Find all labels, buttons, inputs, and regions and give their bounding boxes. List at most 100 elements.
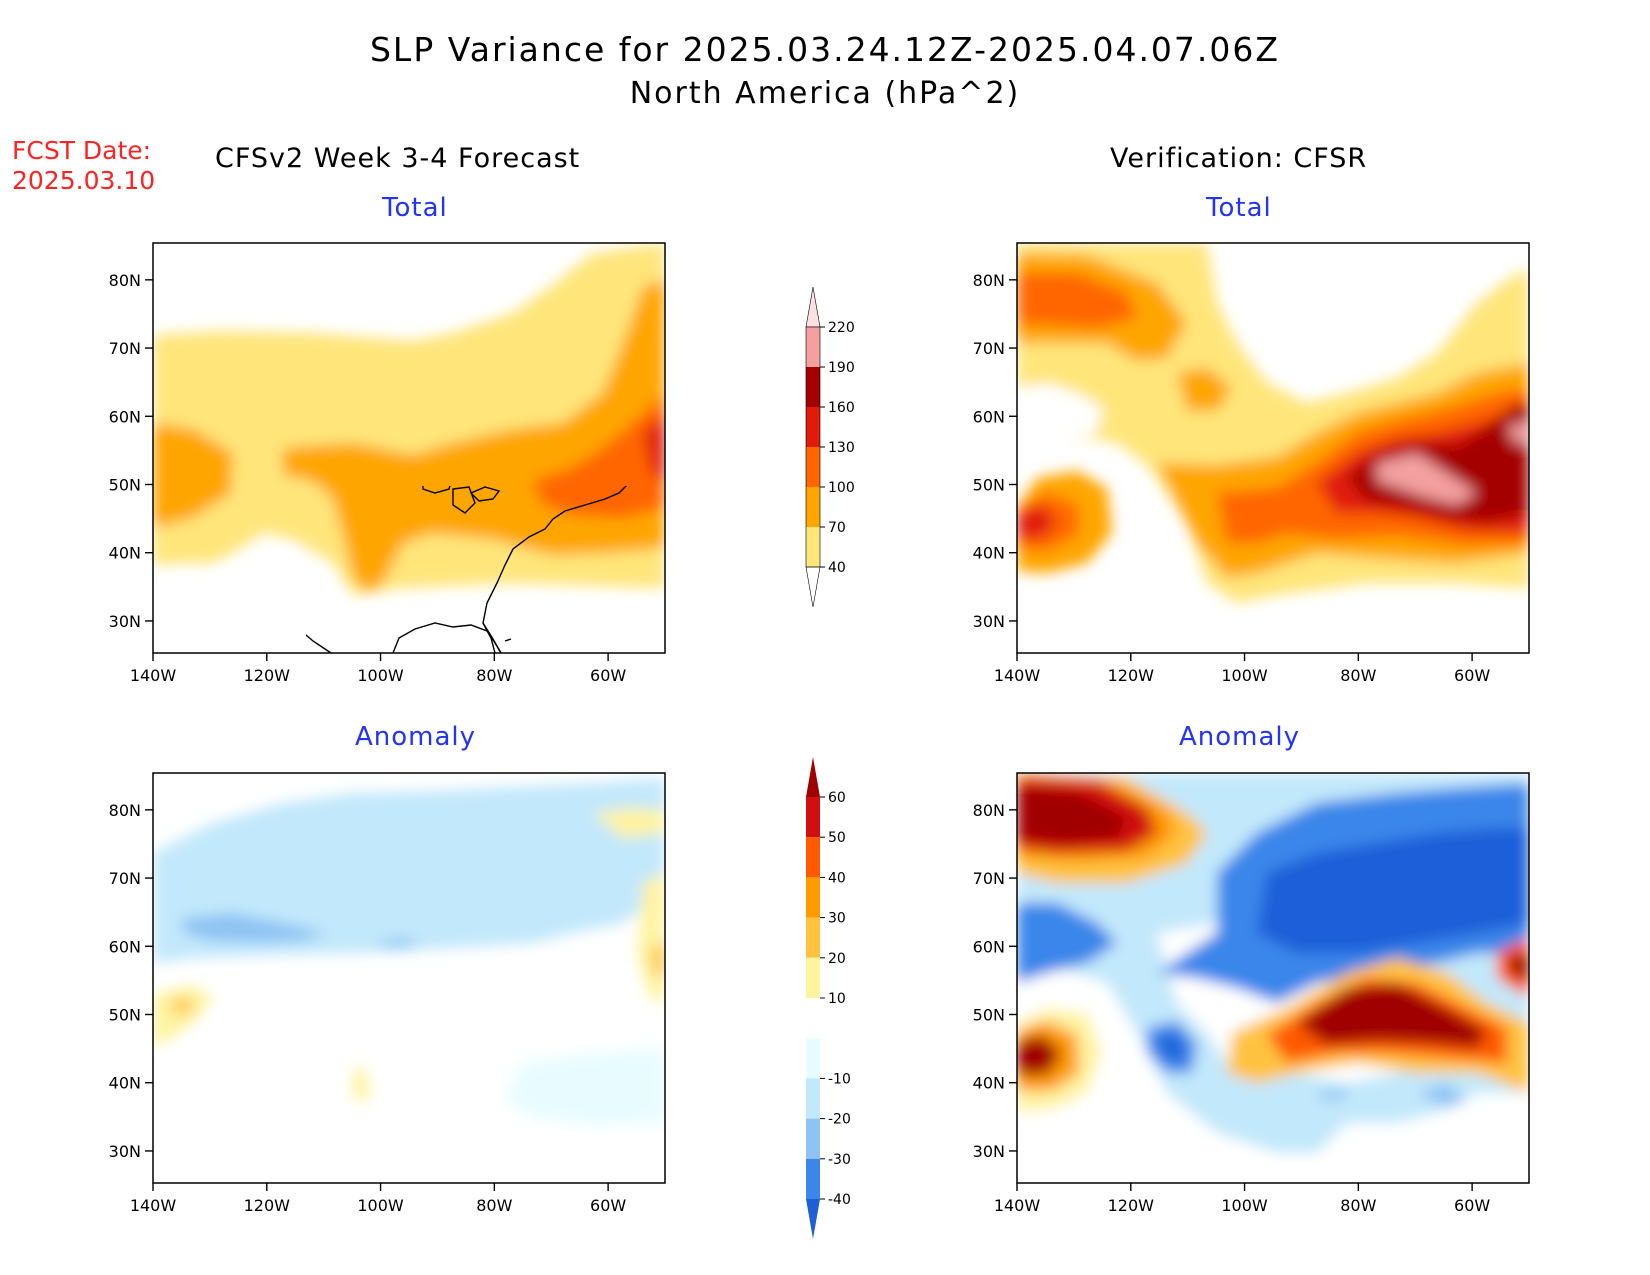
forecast-total-label: Total: [382, 193, 448, 223]
lat-tick-label: 40N: [973, 544, 1005, 563]
colorbar-anomaly-swatch: [806, 1038, 820, 1079]
colorbar-total-label: 100: [828, 480, 855, 496]
lon-tick-label: 120W: [1108, 1196, 1155, 1215]
lon-tick-label: 60W: [590, 1196, 626, 1215]
colorbar-anomaly-label: 30: [828, 911, 846, 927]
lat-tick-label: 40N: [973, 1074, 1005, 1093]
colorbar-anomaly-label: -40: [828, 1192, 851, 1208]
lat-tick-label: 50N: [973, 1005, 1005, 1024]
lon-tick-label: 80W: [476, 1196, 512, 1215]
lat-tick-label: 70N: [973, 339, 1005, 358]
lat-tick-label: 40N: [109, 1074, 141, 1093]
lat-tick-label: 80N: [109, 271, 141, 290]
colorbar-anomaly-swatch: [806, 917, 820, 958]
lat-tick-label: 70N: [109, 339, 141, 358]
lat-tick-label: 50N: [109, 1005, 141, 1024]
colorbar-anomaly-swatch: [806, 797, 820, 838]
colorbar-total-swatch: [806, 327, 820, 367]
lon-tick-label: 140W: [994, 666, 1041, 685]
lon-tick-label: 120W: [244, 1196, 291, 1215]
lon-tick-label: 80W: [476, 666, 512, 685]
colorbar-total: 40 70 100 130 160 190 220: [805, 286, 855, 608]
colorbar-total-label: 160: [828, 400, 855, 416]
forecast-column-header: CFSv2 Week 3-4 Forecast: [215, 143, 581, 174]
chart-title: SLP Variance for 2025.03.24.12Z-2025.04.…: [369, 30, 1281, 69]
colorbar-anomaly-label: 50: [828, 830, 846, 846]
forecast-anomaly-panel: [152, 772, 666, 1184]
colorbar-anomaly-swatch: [806, 998, 820, 1039]
chart-subtitle: North America (hPa^2): [629, 76, 1021, 111]
lat-tick-label: 60N: [973, 937, 1005, 956]
lat-tick-label: 40N: [109, 544, 141, 563]
lat-tick-label: 70N: [109, 869, 141, 888]
colorbar-anomaly-label: -10: [828, 1071, 851, 1087]
forecast-total-panel: [152, 242, 666, 654]
lat-tick-label: 50N: [109, 475, 141, 494]
colorbar-anomaly-swatch: [806, 1158, 820, 1199]
colorbar-total-swatch: [806, 367, 820, 407]
colorbar-anomaly-label: -30: [828, 1152, 851, 1168]
lon-tick-label: 100W: [1221, 1196, 1268, 1215]
lon-tick-label: 80W: [1340, 666, 1376, 685]
colorbar-total-label: 130: [828, 440, 855, 456]
lat-tick-label: 80N: [973, 801, 1005, 820]
lat-tick-label: 30N: [973, 612, 1005, 631]
axes-layer: 80N 70N 60N 50N 40N 30N 140W 120W 100W 80W 60W 80N 7…: [109, 271, 1491, 1215]
colorbar-total-label: 190: [828, 360, 855, 376]
colorbar-anomaly-label: 20: [828, 951, 846, 967]
verification-column-header: Verification: CFSR: [1110, 143, 1368, 174]
lat-tick-label: 60N: [973, 407, 1005, 426]
colorbar-anomaly-swatch: [806, 877, 820, 918]
colorbar-total-top-cap: [805, 286, 821, 328]
colorbar-anomaly-label: 60: [828, 790, 846, 806]
lon-tick-label: 100W: [357, 1196, 404, 1215]
lon-tick-label: 60W: [590, 666, 626, 685]
colorbar-total-swatch: [806, 407, 820, 447]
lat-tick-label: 30N: [109, 612, 141, 631]
forecast-date-label: FCST Date:: [12, 136, 152, 165]
lon-tick-label: 140W: [130, 1196, 177, 1215]
lon-tick-label: 140W: [994, 1196, 1041, 1215]
lon-tick-label: 60W: [1454, 1196, 1490, 1215]
verification-total-panel: [1016, 242, 1530, 654]
lon-tick-label: 120W: [244, 666, 291, 685]
colorbar-total-swatch: [806, 527, 820, 567]
lat-tick-label: 60N: [109, 937, 141, 956]
lon-tick-label: 60W: [1454, 666, 1490, 685]
lat-tick-label: 80N: [109, 801, 141, 820]
colorbar-total-bottom-cap: [805, 566, 821, 608]
lat-tick-label: 50N: [973, 475, 1005, 494]
colorbar-total-swatch: [806, 447, 820, 487]
lat-tick-label: 60N: [109, 407, 141, 426]
colorbar-total-label: 40: [828, 560, 846, 576]
colorbar-anomaly-swatch: [806, 1118, 820, 1159]
colorbar-total-swatch: [806, 487, 820, 527]
colorbar-anomaly-label: 40: [828, 870, 846, 886]
lat-tick-label: 30N: [973, 1142, 1005, 1161]
lon-tick-label: 120W: [1108, 666, 1155, 685]
forecast-date-value: 2025.03.10: [12, 166, 156, 195]
colorbar-total-label: 220: [828, 320, 855, 336]
colorbar-anomaly-label: -20: [828, 1112, 851, 1128]
lat-tick-label: 70N: [973, 869, 1005, 888]
colorbar-total-label: 70: [828, 520, 846, 536]
verification-anomaly-label: Anomaly: [1179, 722, 1301, 752]
colorbar-anomaly-swatch: [806, 957, 820, 998]
lat-tick-label: 30N: [109, 1142, 141, 1161]
lon-tick-label: 100W: [357, 666, 404, 685]
lat-tick-label: 80N: [973, 271, 1005, 290]
colorbar-anomaly: -40 -30 -20 -10 10 20 30 40 50 60: [806, 757, 851, 1239]
lon-tick-label: 100W: [1221, 666, 1268, 685]
colorbar-anomaly-swatch: [806, 1078, 820, 1119]
verification-total-label: Total: [1206, 193, 1272, 223]
colorbar-anomaly-top-cap: [806, 757, 820, 797]
lon-tick-label: 140W: [130, 666, 177, 685]
colorbar-anomaly-swatch: [806, 837, 820, 878]
lon-tick-label: 80W: [1340, 1196, 1376, 1215]
colorbar-anomaly-label: 10: [828, 991, 846, 1007]
forecast-anomaly-label: Anomaly: [355, 722, 477, 752]
forecast-date: FCST Date: 2025.03.10: [12, 136, 155, 196]
colorbar-anomaly-bottom-cap: [806, 1199, 820, 1239]
verification-anomaly-panel: [1016, 772, 1530, 1184]
